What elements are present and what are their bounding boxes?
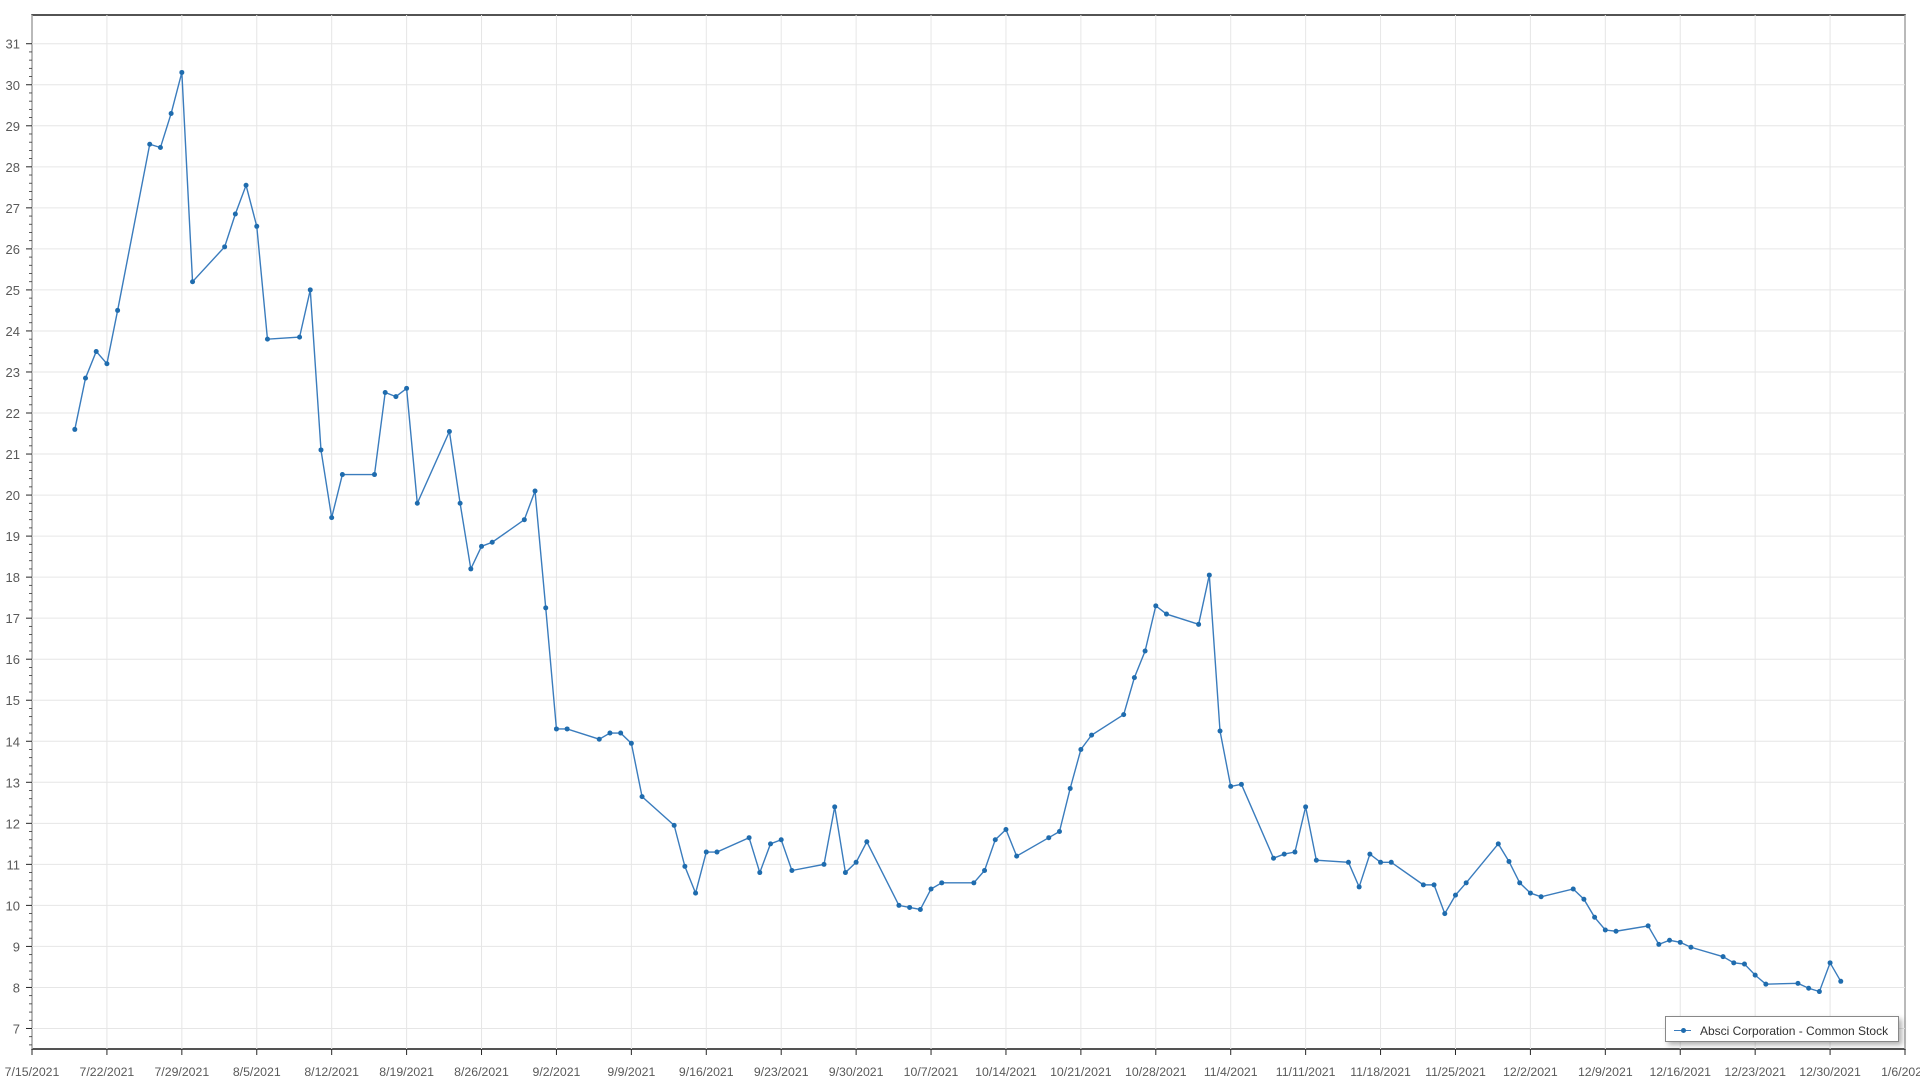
svg-text:13: 13 — [6, 775, 20, 790]
svg-text:24: 24 — [6, 324, 20, 339]
svg-text:11/11/2021: 11/11/2021 — [1276, 1065, 1336, 1079]
svg-text:22: 22 — [6, 406, 20, 421]
svg-text:20: 20 — [6, 488, 20, 503]
svg-text:1/6/2022: 1/6/2022 — [1881, 1065, 1920, 1079]
svg-text:10/14/2021: 10/14/2021 — [975, 1065, 1037, 1079]
svg-text:21: 21 — [6, 447, 20, 462]
svg-text:12/9/2021: 12/9/2021 — [1578, 1065, 1633, 1079]
svg-text:9/30/2021: 9/30/2021 — [829, 1065, 884, 1079]
svg-text:7/29/2021: 7/29/2021 — [154, 1065, 209, 1079]
svg-text:12/2/2021: 12/2/2021 — [1503, 1065, 1558, 1079]
svg-text:11/4/2021: 11/4/2021 — [1204, 1065, 1258, 1079]
svg-text:18: 18 — [6, 570, 20, 585]
svg-text:27: 27 — [6, 201, 20, 216]
svg-text:9/9/2021: 9/9/2021 — [607, 1065, 655, 1079]
svg-text:7/22/2021: 7/22/2021 — [80, 1065, 135, 1079]
svg-text:25: 25 — [6, 283, 20, 298]
svg-text:31: 31 — [6, 37, 20, 52]
svg-text:10: 10 — [6, 898, 20, 913]
svg-text:12/30/2021: 12/30/2021 — [1799, 1065, 1861, 1079]
svg-text:19: 19 — [6, 529, 20, 544]
svg-text:29: 29 — [6, 119, 20, 134]
svg-text:12/16/2021: 12/16/2021 — [1649, 1065, 1711, 1079]
svg-text:11/18/2021: 11/18/2021 — [1350, 1065, 1411, 1079]
svg-text:10/7/2021: 10/7/2021 — [904, 1065, 959, 1079]
svg-text:7/15/2021: 7/15/2021 — [5, 1065, 60, 1079]
svg-text:8/26/2021: 8/26/2021 — [454, 1065, 509, 1079]
svg-text:12/23/2021: 12/23/2021 — [1724, 1065, 1786, 1079]
svg-text:14: 14 — [6, 734, 20, 749]
svg-text:26: 26 — [6, 242, 20, 257]
svg-text:17: 17 — [6, 611, 20, 626]
svg-text:7: 7 — [13, 1021, 20, 1036]
svg-text:28: 28 — [6, 160, 20, 175]
svg-text:8/19/2021: 8/19/2021 — [379, 1065, 434, 1079]
svg-text:23: 23 — [6, 365, 20, 380]
svg-text:10/28/2021: 10/28/2021 — [1125, 1065, 1187, 1079]
svg-text:9/2/2021: 9/2/2021 — [533, 1065, 581, 1079]
svg-text:8/12/2021: 8/12/2021 — [304, 1065, 359, 1079]
svg-text:30: 30 — [6, 78, 20, 93]
svg-text:9/23/2021: 9/23/2021 — [754, 1065, 809, 1079]
svg-text:11/25/2021: 11/25/2021 — [1425, 1065, 1486, 1079]
svg-text:15: 15 — [6, 693, 20, 708]
svg-text:8: 8 — [13, 980, 20, 995]
svg-text:9: 9 — [13, 939, 20, 954]
svg-text:8/5/2021: 8/5/2021 — [233, 1065, 281, 1079]
svg-text:9/16/2021: 9/16/2021 — [679, 1065, 734, 1079]
svg-text:10/21/2021: 10/21/2021 — [1050, 1065, 1112, 1079]
svg-text:11: 11 — [7, 857, 21, 872]
svg-text:16: 16 — [6, 652, 20, 667]
svg-text:12: 12 — [6, 816, 20, 831]
